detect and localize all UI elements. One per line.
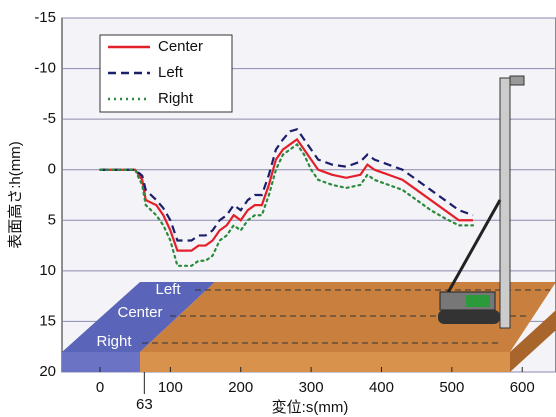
y-tick-label: 5 — [48, 211, 56, 228]
robot — [438, 75, 525, 329]
marker-tick-label: 63 — [136, 396, 153, 413]
lines — [98, 127, 475, 267]
y-tick-label: -10 — [34, 60, 56, 77]
board-front-orange — [140, 352, 510, 372]
board-front-blue — [62, 352, 140, 372]
board-label: Left — [155, 281, 181, 298]
x-tick-label: 200 — [228, 379, 253, 396]
arm — [443, 199, 502, 299]
board-top-blue — [62, 282, 215, 352]
legend-label: Right — [158, 90, 194, 107]
crawler — [438, 310, 500, 324]
x-tick-label: 0 — [96, 379, 104, 396]
y-tick-label: 20 — [39, 363, 56, 380]
legend-label: Center — [158, 38, 203, 55]
x-axis-label: 変位:s(mm) — [272, 399, 349, 416]
y-tick-label: -5 — [43, 110, 56, 127]
y-tick-label: 0 — [48, 161, 56, 178]
series-line — [98, 142, 475, 267]
y-tick-label: -15 — [34, 9, 56, 26]
x-tick-label: 600 — [510, 379, 535, 396]
board-label: Right — [96, 333, 132, 350]
legend-entries: Center Left Right — [108, 38, 203, 107]
legend-label: Left — [158, 64, 184, 81]
x-tick-label: 100 — [158, 379, 183, 396]
y-axis-label: 表面高さ:h(mm) — [7, 141, 24, 249]
series-line — [100, 137, 473, 252]
board-side — [510, 310, 556, 372]
x-tick-label: 400 — [369, 379, 394, 396]
series-line — [100, 127, 474, 242]
mast — [499, 77, 511, 329]
y-tick-label: 15 — [39, 312, 56, 329]
x-tick-label: 300 — [299, 379, 324, 396]
mast-head — [509, 75, 525, 86]
robot-panel — [466, 295, 490, 307]
x-tick-label: 500 — [439, 379, 464, 396]
board-label: Center — [117, 304, 162, 321]
y-tick-label: 10 — [39, 262, 56, 279]
